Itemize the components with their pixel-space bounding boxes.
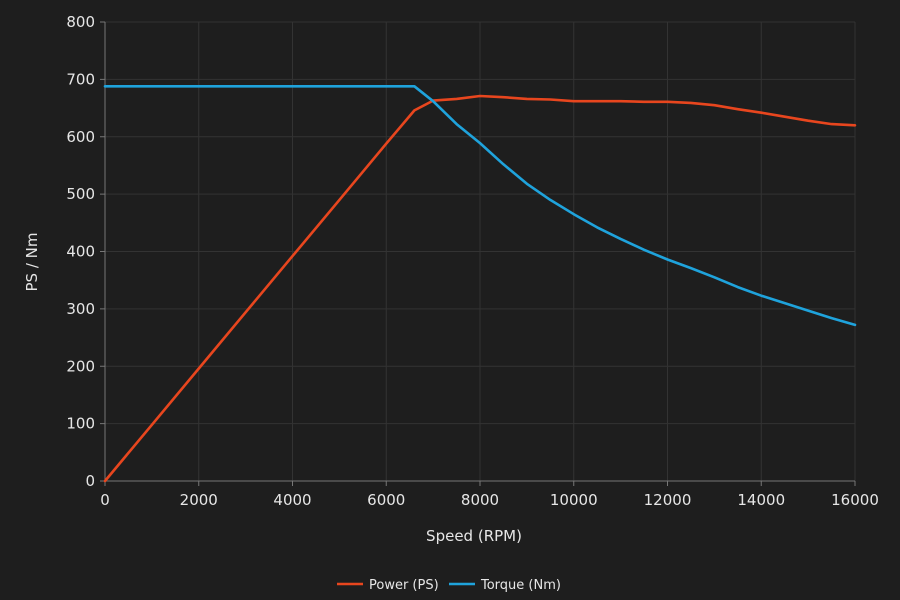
axes: 0 2000 4000 6000 8000 10000 12000 14000 16000 0 10… <box>66 13 879 509</box>
legend-item-power-ps[interactable]: Power (PS) <box>337 578 439 593</box>
x-tick-label: 6000 <box>367 491 405 509</box>
series-lines <box>103 85 857 483</box>
legend-item-torque-nm[interactable]: Torque (Nm) <box>449 578 561 593</box>
y-tick-label: 500 <box>66 185 95 203</box>
y-tick-label: 400 <box>66 243 95 261</box>
x-axis-title: Speed (RPM) <box>426 527 522 545</box>
torque-nm-line <box>103 85 857 327</box>
x-tick-label: 12000 <box>644 491 692 509</box>
y-tick-label: 200 <box>66 357 95 375</box>
y-tick-label: 100 <box>66 415 95 433</box>
y-axis-title: PS / Nm <box>23 233 41 292</box>
x-tick-label: 0 <box>100 491 110 509</box>
grid <box>104 21 856 482</box>
legend: Power (PS) Torque (Nm) <box>337 578 561 593</box>
y-tick-label: 600 <box>66 128 95 146</box>
x-tick-label: 2000 <box>180 491 218 509</box>
power-ps-line <box>103 94 857 483</box>
y-tick-label: 800 <box>66 13 95 31</box>
x-tick-label: 8000 <box>461 491 499 509</box>
y-tick-label: 700 <box>66 70 95 88</box>
x-tick-label: 16000 <box>831 491 879 509</box>
legend-label: Power (PS) <box>369 578 439 593</box>
x-tick-label: 4000 <box>273 491 311 509</box>
y-tick-label: 0 <box>85 472 95 490</box>
x-tick-label: 10000 <box>550 491 598 509</box>
legend-label: Torque (Nm) <box>480 578 561 593</box>
y-tick-label: 300 <box>66 300 95 318</box>
x-tick-label: 14000 <box>737 491 785 509</box>
